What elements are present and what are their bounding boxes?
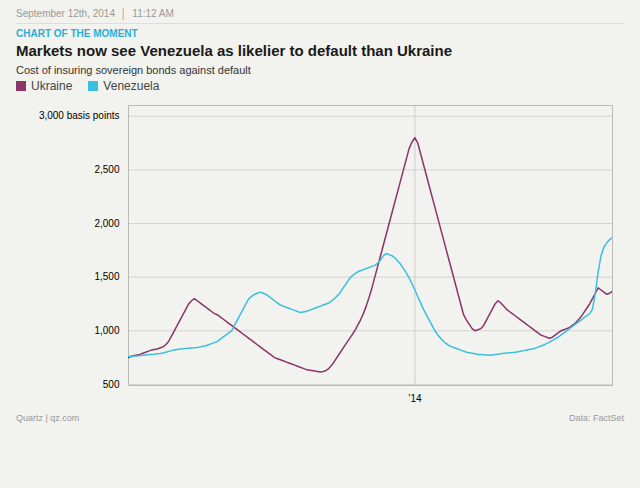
svg-text:500: 500 (103, 379, 120, 390)
svg-text:2,000: 2,000 (94, 218, 119, 229)
html-text:Venezuela: Venezuela (103, 79, 160, 93)
svg-text:3,000 basis points: 3,000 basis points (39, 110, 120, 121)
svg-text:1,000: 1,000 (94, 325, 119, 336)
html-text:Markets now see Venezuela as l: Markets now see Venezuela as likelier to… (16, 42, 452, 59)
svg-text:’14: ’14 (408, 393, 422, 404)
svg-text:1,500: 1,500 (94, 271, 119, 282)
html-text:September 12th, 2014 │ 11:12 A: September 12th, 2014 │ 11:12 AM (16, 8, 174, 19)
html-text:Cost of insuring sovereign bon: Cost of insuring sovereign bonds against… (16, 64, 251, 76)
html-text:Ukraine: Ukraine (31, 79, 73, 93)
svg-text:2,500: 2,500 (94, 164, 119, 175)
html-text:CHART OF THE MOMENT: CHART OF THE MOMENT (16, 28, 138, 39)
html-text:Quartz | qz.com: Quartz | qz.com (16, 413, 80, 423)
html-text:Data: FactSet: Data: FactSet (569, 413, 624, 423)
